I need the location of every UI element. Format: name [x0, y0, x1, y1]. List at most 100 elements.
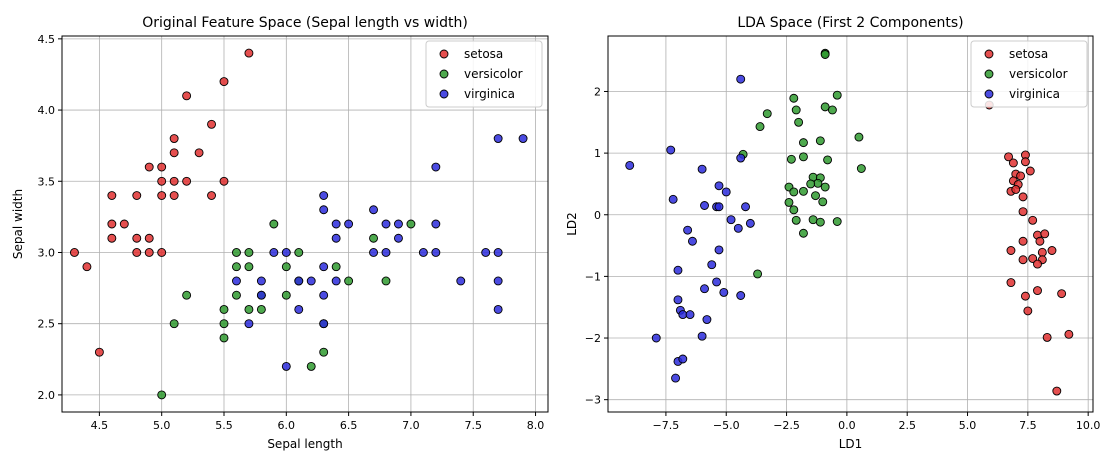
data-point	[331, 219, 341, 229]
x-axis-label: Sepal length	[267, 437, 342, 451]
data-point	[811, 191, 820, 201]
legend-box	[970, 40, 1088, 108]
data-point	[714, 202, 724, 212]
data-point	[832, 217, 842, 226]
data-point	[1028, 254, 1038, 263]
data-point	[1033, 259, 1042, 269]
data-point	[207, 191, 216, 200]
data-point	[182, 290, 192, 300]
data-point	[1020, 157, 1030, 167]
data-point	[244, 319, 254, 329]
data-point	[1040, 229, 1050, 239]
y-tick-label: 1	[594, 147, 601, 160]
data-point	[418, 248, 428, 257]
data-point	[244, 305, 254, 314]
data-point	[745, 218, 755, 228]
legend: setosa versicolor virginica	[970, 40, 1088, 108]
data-point	[786, 154, 796, 164]
data-point	[182, 91, 192, 101]
x-tick-label: −7.5	[653, 419, 680, 432]
data-point	[132, 191, 142, 200]
data-point	[132, 233, 142, 243]
y-tick-label: 4.5	[38, 33, 56, 46]
data-point	[685, 310, 695, 320]
data-point	[381, 248, 391, 257]
data-point	[820, 50, 830, 59]
data-point	[1006, 278, 1016, 288]
data-point	[1033, 286, 1042, 296]
data-point	[1020, 291, 1030, 301]
data-point	[132, 248, 142, 257]
data-point	[481, 248, 491, 257]
data-point	[1016, 171, 1026, 181]
data-point	[219, 77, 229, 87]
legend-marker	[439, 89, 449, 99]
axes-frame	[607, 35, 1094, 413]
data-point	[281, 361, 291, 371]
data-point	[697, 331, 707, 341]
data-point	[762, 109, 772, 119]
data-point	[794, 117, 804, 127]
legend-label: setosa	[464, 47, 503, 61]
data-point	[169, 319, 179, 329]
data-point	[707, 260, 717, 270]
legend-marker	[439, 49, 449, 59]
y-tick-label: −3	[585, 394, 601, 407]
data-point	[157, 248, 167, 257]
data-point	[789, 205, 799, 215]
data-point	[789, 93, 799, 103]
data-point	[1037, 247, 1047, 257]
y-tick-label: 3.5	[38, 175, 56, 188]
data-point	[493, 134, 503, 143]
data-point	[381, 276, 391, 286]
data-point	[1025, 166, 1035, 176]
data-point	[207, 119, 216, 129]
data-point	[331, 262, 341, 272]
data-point	[269, 248, 279, 257]
data-point	[1018, 236, 1028, 246]
data-point	[157, 162, 167, 172]
data-point	[784, 197, 794, 207]
data-point	[726, 215, 736, 225]
data-point	[625, 160, 635, 170]
data-point	[394, 219, 403, 229]
data-point	[244, 48, 254, 58]
data-point	[798, 138, 808, 148]
data-point	[712, 277, 722, 287]
data-point	[798, 228, 808, 238]
y-tick-label: 2.5	[38, 318, 56, 331]
x-tick-label: 4.5	[91, 419, 109, 432]
y-tick-label: 3.0	[38, 246, 56, 259]
data-point	[1047, 246, 1057, 255]
data-point	[319, 290, 329, 300]
data-point	[813, 178, 823, 188]
legend: setosa versicolor virginica	[425, 40, 543, 108]
data-point	[281, 248, 291, 257]
data-point	[157, 176, 167, 186]
data-point	[369, 248, 378, 257]
series-versicolor	[738, 48, 866, 279]
data-point	[820, 102, 830, 112]
data-point	[791, 105, 801, 115]
data-point	[319, 205, 329, 215]
data-point	[331, 276, 341, 286]
data-point	[256, 305, 266, 314]
data-point	[832, 90, 842, 100]
data-point	[702, 315, 712, 324]
data-point	[406, 219, 416, 229]
data-point	[651, 333, 661, 343]
x-tick-label: 0.0	[838, 419, 856, 432]
data-point	[107, 233, 117, 243]
x-tick-label: 7.0	[402, 419, 420, 432]
data-point	[281, 290, 291, 300]
data-point	[798, 152, 808, 162]
data-point	[721, 187, 731, 197]
data-point	[344, 276, 354, 286]
data-point	[733, 223, 743, 233]
data-point	[319, 262, 329, 272]
data-point	[791, 215, 801, 225]
data-point	[798, 186, 808, 196]
data-point	[369, 233, 378, 243]
chart-title: LDA Space (First 2 Components)	[737, 15, 963, 31]
y-tick-label: −1	[585, 270, 601, 283]
